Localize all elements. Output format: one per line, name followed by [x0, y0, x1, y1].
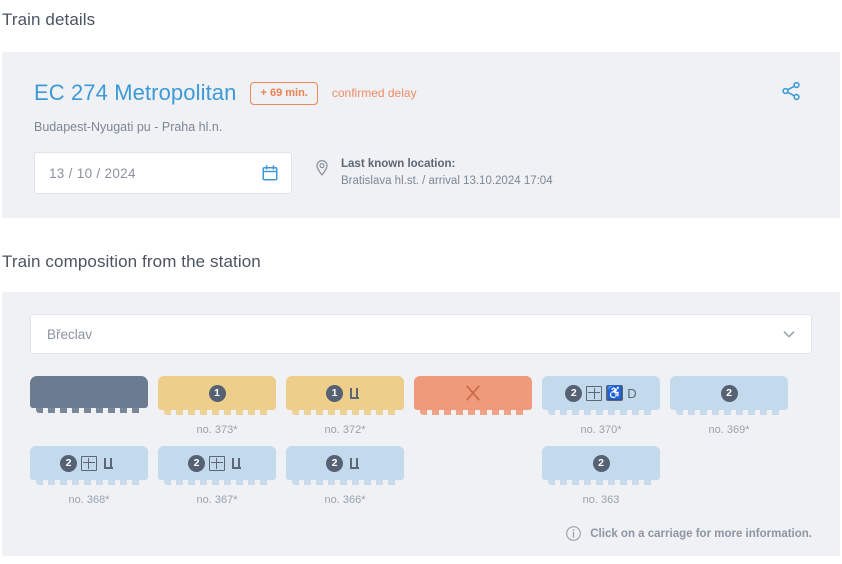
train-header: EC 274 Metropolitan + 69 min. confirmed …: [34, 80, 417, 106]
carriage[interactable]: 2: [670, 376, 788, 410]
carriage-cell: [414, 376, 532, 436]
info-icon: [566, 526, 582, 541]
carriage-row: 1no. 373*1no. 372*2Dno. 370*2no. 369*: [30, 376, 820, 436]
carriage-cell: 2 no. 367*: [158, 446, 276, 506]
composition-hint: Click on a carriage for more information…: [565, 525, 812, 542]
carriage-row: 2 no. 368* 2 no. 367* 2 no. 366* 2 no. 363: [30, 446, 820, 506]
carriage-rows: 1no. 373*1no. 372*2Dno. 370*2no. 369*2no…: [30, 376, 820, 516]
seat-icon: [229, 456, 246, 470]
carriage-class-badge: 1: [208, 384, 226, 402]
air-conditioning-icon: [586, 385, 603, 401]
locomotive[interactable]: [30, 376, 148, 408]
train-name: EC 274 Metropolitan: [34, 80, 237, 105]
station-select[interactable]: Břeclav: [30, 314, 812, 354]
carriage-class-badge: 2: [592, 454, 610, 472]
chevron-down-icon[interactable]: [781, 326, 797, 342]
seat-icon: [347, 456, 364, 470]
delay-status-text: confirmed delay: [331, 86, 417, 100]
carriage-cell: [30, 376, 148, 436]
station-select-value: Břeclav: [47, 326, 93, 342]
last-location-value: Bratislava hl.st. / arrival 13.10.2024 1…: [341, 175, 553, 188]
carriage[interactable]: 2D: [542, 376, 660, 410]
carriage[interactable]: 1: [286, 376, 404, 410]
date-input-value: 13 / 10 / 2024: [49, 165, 136, 181]
carriage-placeholder: [414, 446, 532, 506]
train-composition-panel: Břeclav 1no. 373*1no. 372*2Dno. 370*2no.…: [2, 292, 840, 556]
carriage-class-badge: 1: [326, 384, 343, 402]
train-details-panel: EC 274 Metropolitan + 69 min. confirmed …: [2, 52, 840, 218]
carriage-label: no. 369*: [708, 424, 750, 436]
carriage[interactable]: 2: [158, 446, 276, 480]
date-input[interactable]: 13 / 10 / 2024: [34, 152, 292, 194]
seat-icon: [347, 386, 364, 400]
carriage-cell: 2Dno. 370*: [542, 376, 660, 436]
carriage[interactable]: 2: [542, 446, 660, 480]
carriage[interactable]: 2: [30, 446, 148, 480]
carriage-class-badge: 2: [720, 384, 738, 402]
carriage[interactable]: 2: [286, 446, 404, 480]
location-pin-icon: [316, 160, 328, 176]
carriage-label: no. 372*: [324, 424, 366, 436]
carriage-class-badge: 2: [60, 454, 77, 472]
share-icon[interactable]: [780, 80, 802, 102]
carriage-cell: 2 no. 363: [542, 446, 660, 506]
wheelchair-icon: [606, 385, 624, 401]
carriage[interactable]: [414, 376, 532, 410]
calendar-icon[interactable]: [261, 164, 279, 182]
carriage-cell: 2 no. 368*: [30, 446, 148, 506]
air-conditioning-icon: [209, 455, 225, 471]
carriage-class-badge: 2: [188, 454, 205, 472]
carriage-label: no. 368*: [68, 494, 110, 506]
carriage-cell: 1 no. 373*: [158, 376, 276, 436]
carriage-cell: 2 no. 366*: [286, 446, 404, 506]
carriage-label: no. 373*: [196, 424, 238, 436]
carriage-class-badge: 2: [565, 384, 583, 402]
carriage-class-badge: 2: [326, 454, 343, 472]
seat-icon: [101, 456, 118, 470]
last-location-label: Last known location:: [341, 158, 456, 170]
train-route: Budapest-Nyugati pu - Praha hl.n.: [34, 120, 223, 134]
air-conditioning-icon: [81, 455, 97, 471]
carriage-label: no. 370*: [580, 424, 622, 436]
last-known-location: Last known location: Bratislava hl.st. /…: [314, 156, 553, 191]
composition-title: Train composition from the station: [2, 252, 261, 271]
carriage-label: no. 366*: [324, 494, 366, 506]
carriage-cell: 2 no. 369*: [670, 376, 788, 436]
carriage-cell: 1 no. 372*: [286, 376, 404, 436]
page-title: Train details: [2, 10, 96, 29]
carriage[interactable]: 1: [158, 376, 276, 410]
composition-hint-text: Click on a carriage for more information…: [590, 527, 812, 540]
carriage-label: no. 367*: [196, 494, 238, 506]
letter-d-icon: D: [627, 385, 637, 401]
carriage-label: no. 363: [582, 494, 620, 506]
restaurant-icon: [466, 385, 480, 401]
delay-badge: + 69 min.: [250, 81, 318, 105]
